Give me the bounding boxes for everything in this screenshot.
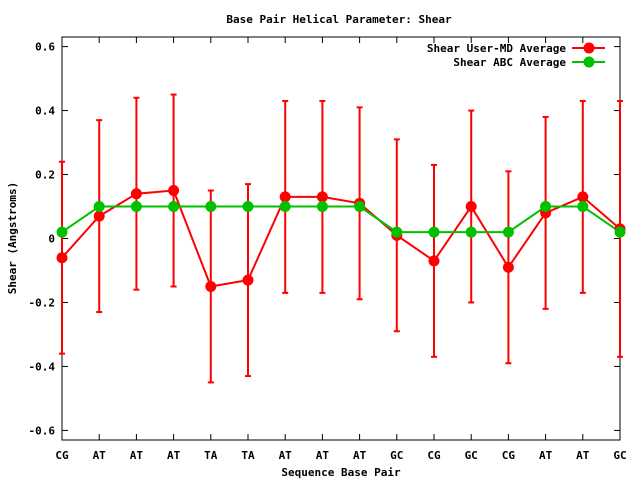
y-tick-label: 0.4 <box>35 105 55 118</box>
legend-marker <box>583 56 595 68</box>
data-point <box>577 191 589 203</box>
data-point <box>391 226 403 238</box>
x-tick-label: AT <box>130 449 144 462</box>
x-tick-label: CG <box>502 449 516 462</box>
x-tick-label: AT <box>316 449 330 462</box>
data-point <box>279 201 291 213</box>
series-layer <box>56 93 626 384</box>
x-tick-label: GC <box>390 449 403 462</box>
y-tick-label: 0.6 <box>35 41 55 54</box>
legend-label: Shear User-MD Average <box>427 42 566 55</box>
y-axis-label: Shear (Angstroms) <box>6 182 19 295</box>
axis-ticks <box>61 37 621 440</box>
y-tick-label: -0.2 <box>29 296 56 309</box>
data-point <box>93 201 105 213</box>
x-tick-label: GC <box>613 449 626 462</box>
legend-marker <box>583 42 595 54</box>
x-tick-label: AT <box>279 449 293 462</box>
y-tick-label: 0.2 <box>35 169 55 182</box>
data-point <box>56 252 68 264</box>
series-points-1 <box>56 201 626 238</box>
data-point <box>56 226 68 238</box>
data-point <box>130 188 142 200</box>
x-tick-label: GC <box>465 449 478 462</box>
data-point <box>428 255 440 267</box>
data-point <box>168 201 180 213</box>
data-point <box>130 201 142 213</box>
data-point <box>279 191 291 203</box>
data-point <box>540 201 552 213</box>
y-tick-label: -0.6 <box>29 424 56 437</box>
x-tick-label: AT <box>576 449 590 462</box>
data-point <box>577 201 589 213</box>
legend-label: Shear ABC Average <box>453 56 566 69</box>
series-line <box>61 205 621 234</box>
data-point <box>502 261 514 273</box>
x-tick-label: AT <box>539 449 553 462</box>
data-point <box>316 191 328 203</box>
data-point <box>242 274 254 286</box>
series-0 <box>59 93 623 384</box>
chart-title: Base Pair Helical Parameter: Shear <box>226 13 452 26</box>
data-point <box>465 226 477 238</box>
data-point <box>502 226 514 238</box>
data-point <box>428 226 440 238</box>
data-point <box>316 201 328 213</box>
x-axis-label: Sequence Base Pair <box>281 466 401 479</box>
data-point <box>205 280 217 292</box>
x-tick-labels: CG AT AT AT TA TA AT AT AT GC CG GC CG AT AT GC <box>55 449 626 462</box>
y-tick-labels: -0.6 -0.4 -0.2 0 0.2 0.4 0.6 <box>29 41 56 438</box>
x-tick-label: TA <box>204 449 218 462</box>
x-tick-label: AT <box>167 449 181 462</box>
y-tick-label: 0 <box>48 233 55 246</box>
x-tick-label: AT <box>93 449 107 462</box>
series-1 <box>61 205 621 234</box>
data-point <box>354 201 366 213</box>
x-tick-label: AT <box>353 449 367 462</box>
series-line <box>61 189 621 288</box>
data-point <box>168 185 180 197</box>
data-point <box>242 201 254 213</box>
plot-frame <box>61 36 621 441</box>
x-tick-label: CG <box>55 449 69 462</box>
x-tick-label: TA <box>241 449 255 462</box>
y-tick-label: -0.4 <box>29 360 56 373</box>
data-point <box>614 226 626 238</box>
data-point <box>465 201 477 213</box>
x-tick-label: CG <box>427 449 441 462</box>
data-point <box>205 201 217 213</box>
data-point <box>93 210 105 222</box>
